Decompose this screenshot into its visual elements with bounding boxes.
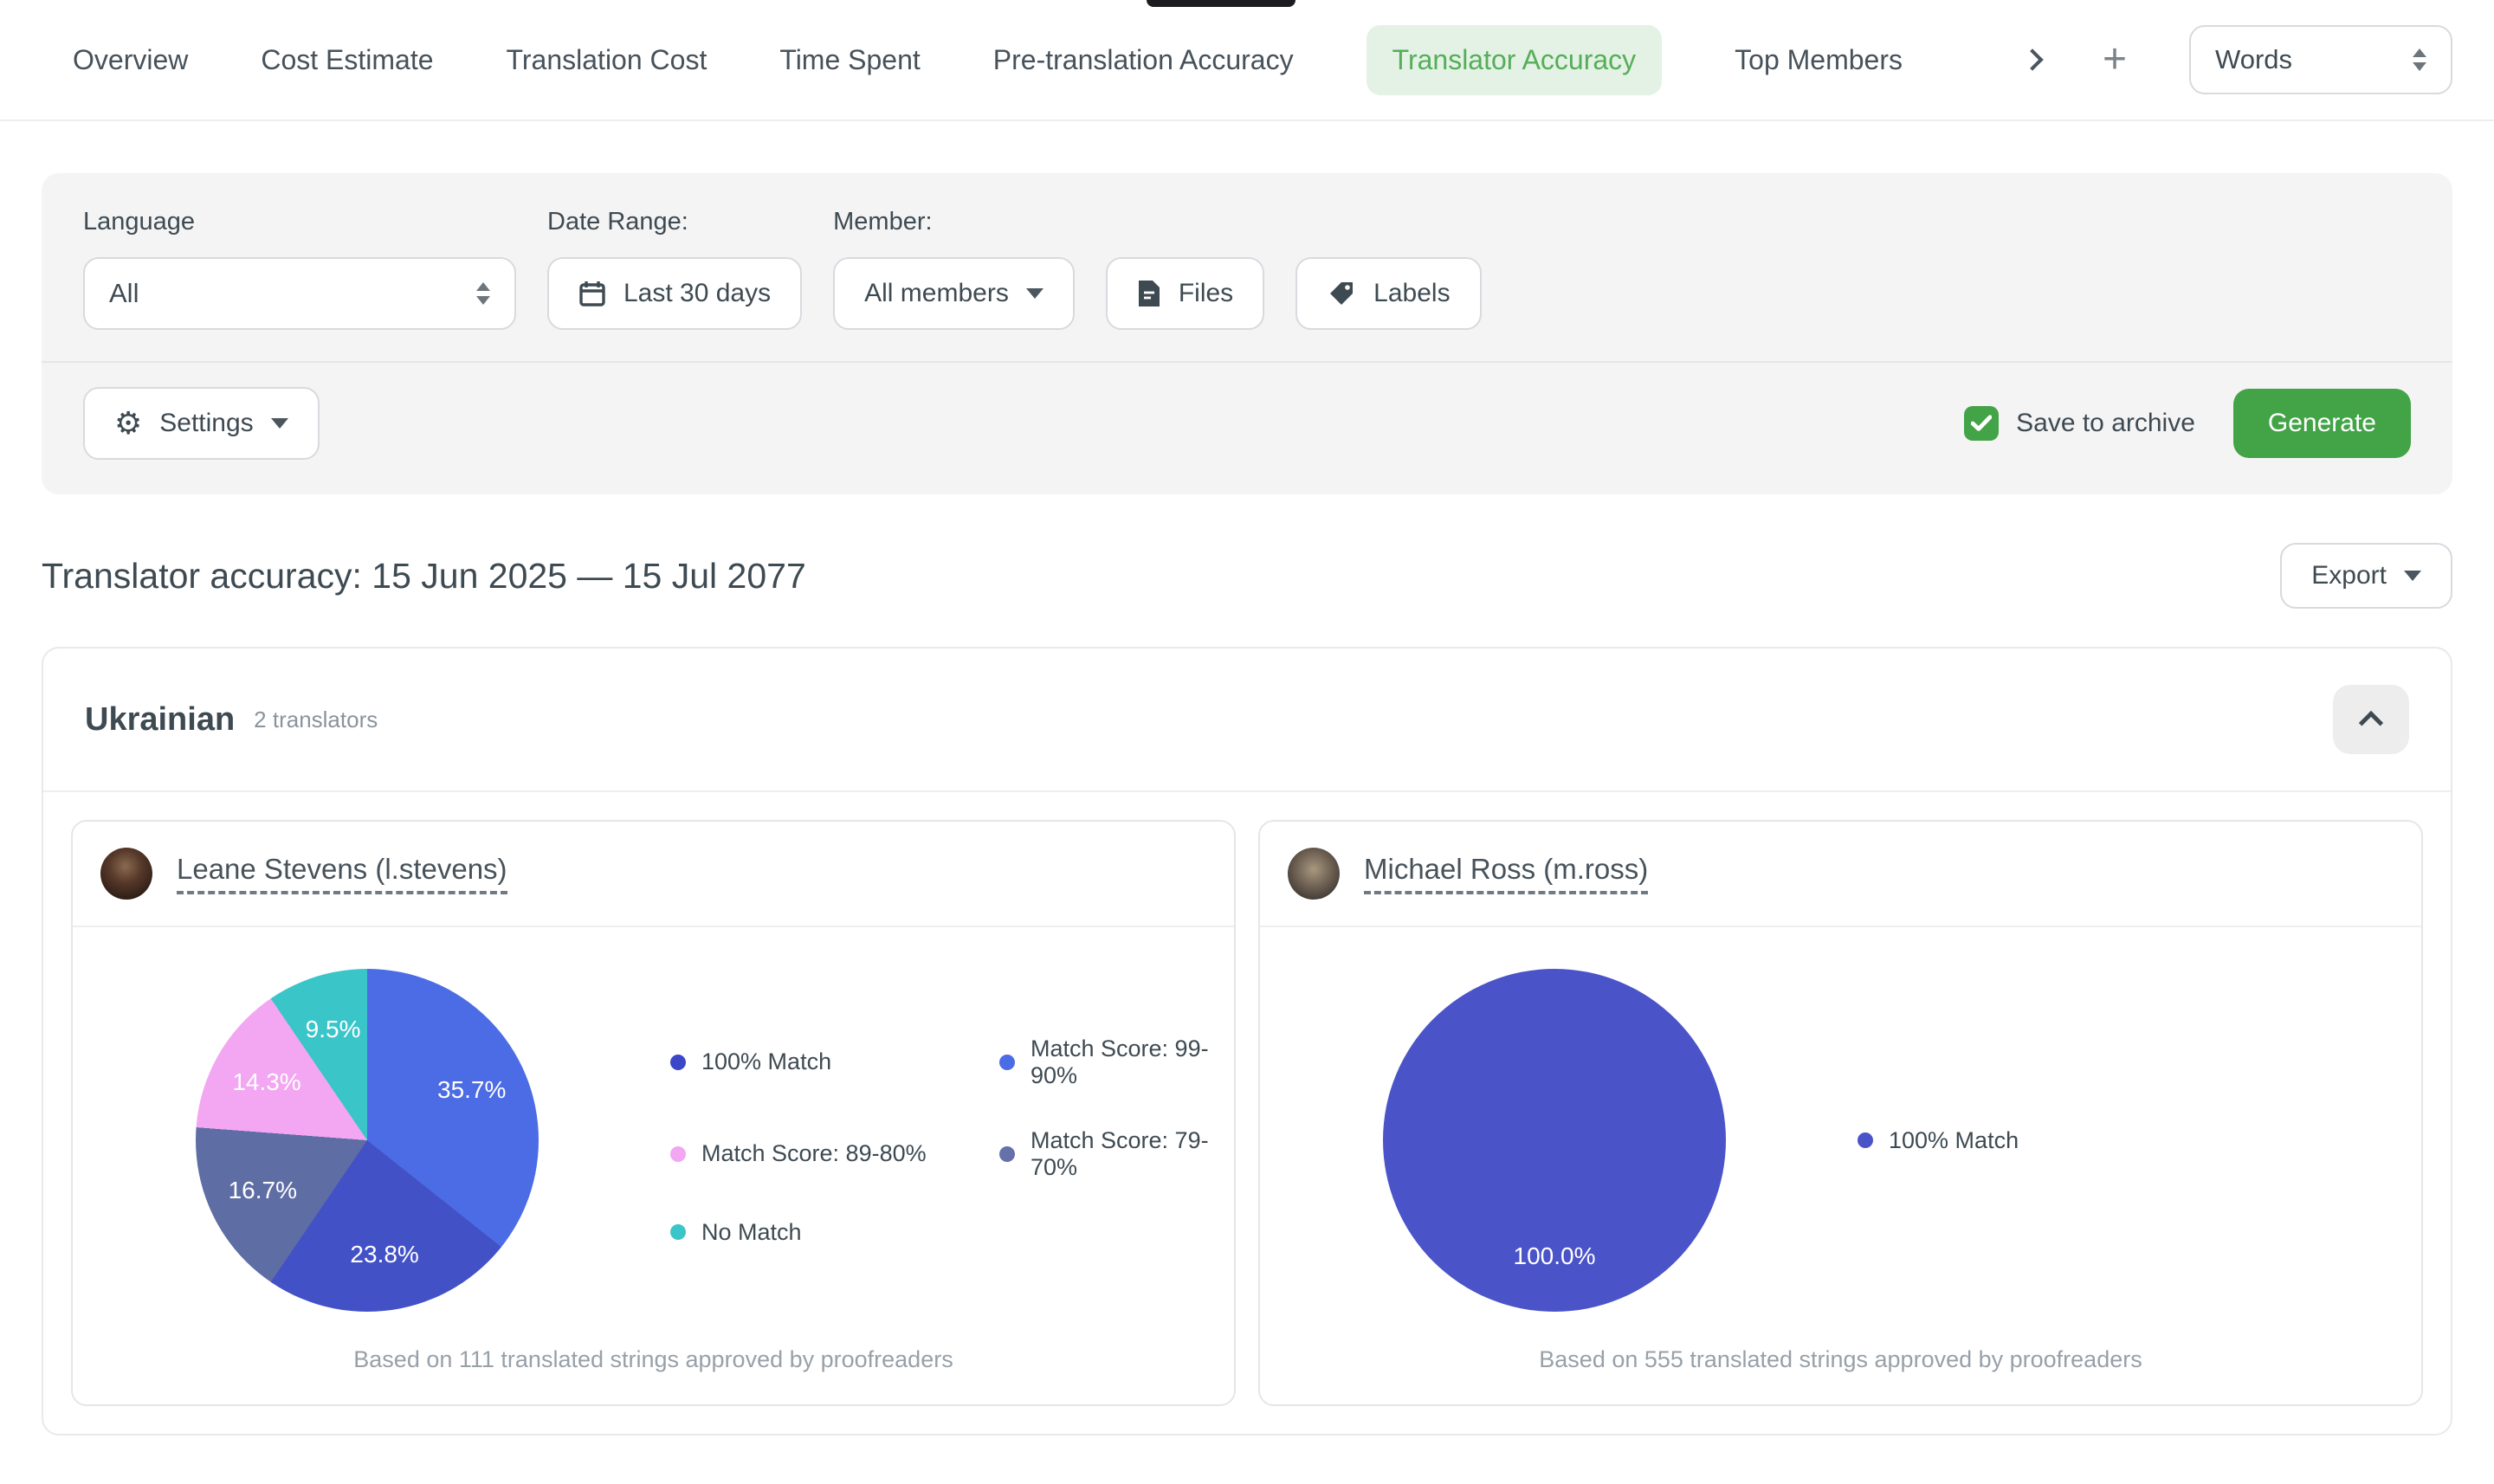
legend-label: 100% Match: [1889, 1126, 2019, 1153]
select-arrows-icon: [476, 282, 490, 305]
date-range-value: Last 30 days: [624, 279, 772, 307]
settings-button-label: Settings: [159, 409, 254, 437]
chart-legend: 100% Match Match Score: 99-90% Match Sco…: [670, 1036, 1234, 1246]
member-select-value: All members: [864, 279, 1009, 307]
legend-label: No Match: [701, 1218, 802, 1245]
pie-chart[interactable]: [196, 969, 539, 1312]
unit-select[interactable]: Words: [2189, 25, 2452, 94]
legend-label: 100% Match: [701, 1048, 832, 1074]
labels-button-label: Labels: [1373, 279, 1451, 307]
member-label: Member:: [833, 208, 933, 236]
pie-chart-container: 100.0%: [1383, 969, 1726, 1312]
generate-button[interactable]: Generate: [2232, 389, 2411, 458]
tab-cost-estimate[interactable]: Cost Estimate: [261, 43, 434, 75]
tab-translation-cost[interactable]: Translation Cost: [506, 43, 707, 75]
calendar-icon: [578, 280, 606, 307]
avatar: [1288, 848, 1340, 900]
export-button-label: Export: [2311, 561, 2387, 590]
report-tabs-bar: Overview Cost Estimate Translation Cost …: [0, 0, 2494, 121]
checkbox-checked-icon: [1964, 406, 2000, 441]
select-arrows-icon: [2413, 48, 2426, 71]
language-select-value: All: [109, 278, 139, 308]
date-range-label: Date Range:: [547, 208, 688, 236]
member-filter-group: Member: All members: [833, 208, 1075, 330]
avatar: [100, 848, 152, 900]
chart-legend: 100% Match: [1858, 1127, 2019, 1154]
pie-slice-label: 16.7%: [228, 1177, 297, 1204]
pie-slice-label: 9.5%: [305, 1015, 361, 1042]
legend-dot: [1858, 1132, 1873, 1148]
legend-item-match-99-90[interactable]: Match Score: 99-90%: [999, 1036, 1234, 1089]
chart-footnote: Based on 111 translated strings approved…: [353, 1346, 953, 1372]
legend-item-no-match[interactable]: No Match: [670, 1219, 968, 1246]
pie-chart[interactable]: [1383, 969, 1726, 1312]
chevron-right-icon[interactable]: [2021, 48, 2044, 71]
files-filter-button[interactable]: Files: [1105, 257, 1265, 330]
date-range-filter-group: Date Range: Last 30 days: [547, 208, 803, 330]
unit-select-value: Words: [2215, 44, 2293, 74]
legend-label: Match Score: 89-80%: [701, 1140, 927, 1166]
language-name: Ukrainian: [85, 700, 236, 738]
chevron-down-icon: [1025, 288, 1043, 299]
chevron-down-icon: [270, 418, 288, 429]
language-select[interactable]: All: [83, 257, 516, 330]
screen-notch: [1147, 0, 1295, 7]
filter-divider: [42, 361, 2452, 363]
settings-button[interactable]: ⚙ Settings: [83, 387, 320, 460]
language-section-ukrainian: Ukrainian 2 translators Leane Stevens (l…: [42, 647, 2452, 1436]
language-label: Language: [83, 208, 196, 236]
language-filter-group: Language All: [83, 208, 516, 330]
legend-dot: [670, 1224, 686, 1240]
pie-slice-label: 14.3%: [232, 1068, 301, 1095]
legend-item-100-match[interactable]: 100% Match: [1858, 1127, 2019, 1154]
pie-chart-container: 35.7% 23.8% 16.7% 14.3% 9.5%: [196, 969, 539, 1312]
collapse-section-button[interactable]: [2333, 685, 2409, 754]
legend-dot: [670, 1145, 686, 1162]
pie-slice-label: 23.8%: [350, 1241, 419, 1268]
tab-overview[interactable]: Overview: [73, 43, 189, 75]
translator-card-leane-stevens: Leane Stevens (l.stevens) 35.7% 23.8% 16.7…: [71, 820, 1236, 1406]
member-select-button[interactable]: All members: [833, 257, 1075, 330]
pie-slice-label: 35.7%: [437, 1075, 507, 1103]
report-title: Translator accuracy: 15 Jun 2025 — 15 Ju…: [42, 555, 806, 596]
export-button[interactable]: Export: [2280, 543, 2452, 609]
tag-icon: [1327, 279, 1356, 308]
tab-pre-translation-accuracy[interactable]: Pre-translation Accuracy: [992, 43, 1294, 75]
files-button-label: Files: [1178, 279, 1234, 307]
tab-time-spent[interactable]: Time Spent: [779, 43, 921, 75]
report-filter-panel: Language All Date Range:: [42, 173, 2452, 494]
translator-name-link[interactable]: Leane Stevens (l.stevens): [177, 853, 507, 894]
save-to-archive-checkbox[interactable]: Save to archive: [1964, 406, 2195, 441]
chevron-down-icon: [2404, 571, 2421, 581]
legend-label: Match Score: 99-90%: [1031, 1035, 1209, 1088]
legend-dot: [999, 1145, 1015, 1162]
tab-translator-accuracy[interactable]: Translator Accuracy: [1366, 24, 1663, 95]
translator-name-link[interactable]: Michael Ross (m.ross): [1364, 853, 1649, 894]
labels-filter-button[interactable]: Labels: [1295, 257, 1482, 330]
add-report-button[interactable]: +: [2102, 36, 2127, 82]
chart-footnote: Based on 555 translated strings approved…: [1539, 1346, 2142, 1372]
legend-item-match-79-70[interactable]: Match Score: 79-70%: [999, 1127, 1234, 1181]
save-to-archive-label: Save to archive: [2016, 409, 2195, 437]
translators-count: 2 translators: [254, 706, 378, 732]
tab-top-members[interactable]: Top Members: [1735, 43, 1903, 75]
chevron-up-icon: [2358, 710, 2384, 736]
translator-card-michael-ross: Michael Ross (m.ross) 100.0% 100% Match …: [1258, 820, 2423, 1406]
file-icon: [1137, 279, 1161, 308]
legend-dot: [999, 1054, 1015, 1070]
legend-item-match-89-80[interactable]: Match Score: 89-80%: [670, 1127, 968, 1181]
gear-icon: ⚙: [114, 405, 143, 441]
pie-slice-label: 100.0%: [1513, 1242, 1596, 1269]
legend-dot: [670, 1054, 686, 1070]
date-range-button[interactable]: Last 30 days: [547, 257, 803, 330]
legend-item-100-match[interactable]: 100% Match: [670, 1036, 968, 1089]
legend-label: Match Score: 79-70%: [1031, 1126, 1209, 1180]
